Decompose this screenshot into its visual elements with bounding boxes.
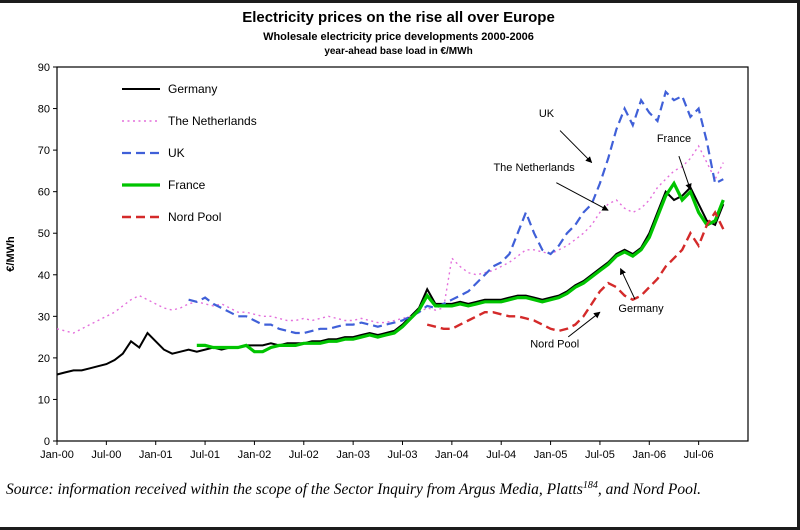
source-text-suffix: , and Nord Pool. — [597, 481, 702, 499]
legend-label: The Netherlands — [168, 114, 257, 128]
annotation-arrow-germany — [620, 267, 636, 300]
legend-label: Germany — [168, 82, 217, 96]
y-tick-label: 80 — [38, 104, 50, 116]
chart-title: Electricity prices on the rise all over … — [242, 9, 555, 26]
y-tick-label: 0 — [44, 436, 50, 448]
x-tick-label: Jul-00 — [91, 449, 121, 461]
annotation-germany: Germany — [618, 303, 664, 315]
series-line-uk — [188, 89, 724, 335]
annotation-uk: UK — [539, 108, 555, 120]
annotation-arrow-nord-pool — [567, 311, 601, 338]
y-tick-label: 30 — [38, 311, 50, 323]
annotation-arrow-uk — [559, 130, 593, 164]
x-tick-label: Jul-03 — [388, 449, 418, 461]
x-tick-label: Jul-01 — [190, 449, 220, 461]
series-line-germany — [56, 185, 725, 376]
series-line-nord-pool — [426, 209, 725, 333]
legend-label: Nord Pool — [168, 210, 221, 224]
legend-label: France — [168, 178, 206, 192]
x-tick-label: Jul-04 — [486, 449, 516, 461]
annotation-the-netherlands: The Netherlands — [493, 162, 575, 174]
legend-item-uk: UK — [122, 146, 185, 160]
source-note: Source: information received within the … — [6, 479, 786, 501]
x-tick-label: Jan-06 — [632, 449, 666, 461]
y-tick-label: 40 — [38, 270, 50, 282]
source-footnote-ref: 184 — [582, 480, 598, 491]
legend-item-germany: Germany — [122, 82, 217, 96]
legend-label: UK — [168, 146, 185, 160]
x-tick-label: Jul-06 — [684, 449, 714, 461]
y-tick-label: 20 — [38, 353, 50, 365]
chart-subtitle: Wholesale electricity price developments… — [263, 31, 534, 43]
chart-subtitle-units: year-ahead base load in €/MWh — [324, 46, 473, 57]
annotation-arrow-france — [678, 155, 692, 191]
legend-item-nord-pool: Nord Pool — [122, 210, 221, 224]
series-line-france — [196, 180, 725, 354]
legend-item-france: France — [122, 178, 206, 192]
annotation-arrow-the-netherlands — [556, 182, 609, 211]
price-chart-svg: 0 10 20 30 40 50 60 70 80 90 Jan-00 Jul-00 Jan-01 Jul… — [5, 62, 749, 461]
x-tick-label: Jan-00 — [40, 449, 74, 461]
y-tick-label: 70 — [38, 145, 50, 157]
y-tick-label: 50 — [38, 228, 50, 240]
x-tick-label: Jan-02 — [238, 449, 272, 461]
y-axis-title: €/MWh — [5, 236, 17, 272]
x-tick-label: Jul-02 — [289, 449, 319, 461]
legend-item-the-netherlands: The Netherlands — [122, 114, 257, 128]
y-tick-label: 60 — [38, 187, 50, 199]
y-tick-label: 10 — [38, 394, 50, 406]
x-tick-label: Jan-05 — [534, 449, 568, 461]
y-tick-label: 90 — [38, 62, 50, 74]
annotation-nord-pool: Nord Pool — [530, 339, 579, 351]
x-tick-label: Jan-01 — [139, 449, 173, 461]
x-tick-label: Jan-03 — [336, 449, 370, 461]
source-text: Source: information received within the … — [6, 481, 583, 499]
series-line-the-netherlands — [56, 144, 724, 334]
annotation-france: France — [657, 133, 691, 145]
x-tick-label: Jul-05 — [585, 449, 615, 461]
x-tick-label: Jan-04 — [435, 449, 469, 461]
plot-frame — [56, 66, 749, 442]
